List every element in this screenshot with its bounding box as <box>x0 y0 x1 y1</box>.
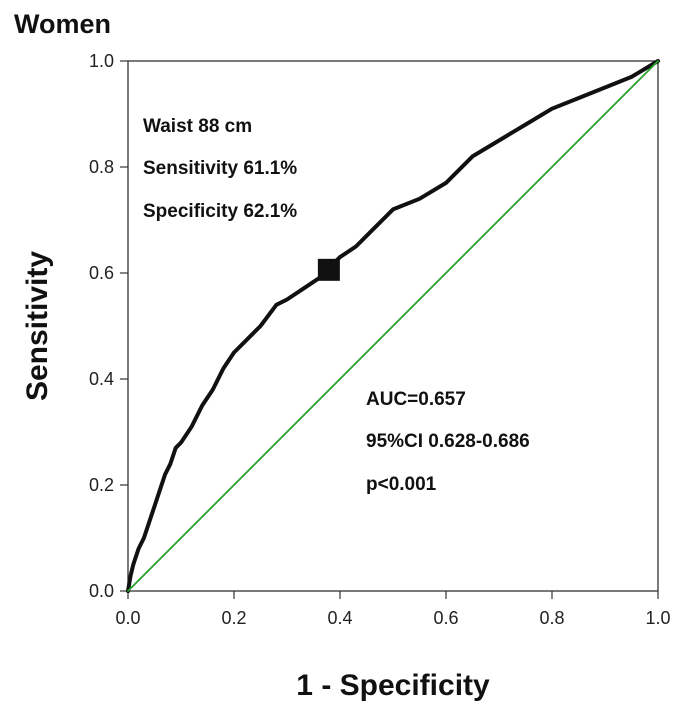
x-axis-title: 1 - Specificity <box>296 669 490 702</box>
y-axis-title: Sensitivity <box>21 251 54 401</box>
plot-frame <box>127 60 659 592</box>
y-axis: 0.0 0.2 0.4 0.6 0.8 1.0 <box>89 51 128 601</box>
p-value-label: p<0.001 <box>366 474 437 495</box>
specificity-label: Specificity 62.1% <box>143 201 297 222</box>
x-tick-label: 0.2 <box>221 608 246 628</box>
x-tick-label: 0.8 <box>539 608 564 628</box>
x-tick-label: 0.4 <box>327 608 352 628</box>
y-tick-label: 0.0 <box>89 581 114 601</box>
series-group <box>126 59 660 593</box>
x-axis: 0.0 0.2 0.4 0.6 0.8 1.0 <box>115 591 671 628</box>
chart-title: Women <box>14 9 111 39</box>
y-tick-label: 0.8 <box>89 157 114 177</box>
y-tick-label: 0.6 <box>89 263 114 283</box>
cutoff-annotation: Waist 88 cm Sensitivity 61.1% Specificit… <box>143 116 297 222</box>
cutoff-marker <box>317 258 340 281</box>
x-tick-label: 0.0 <box>115 608 140 628</box>
sensitivity-label: Sensitivity 61.1% <box>143 158 297 179</box>
ci-label: 95%CI 0.628-0.686 <box>366 431 530 452</box>
reference-line <box>127 60 659 592</box>
auc-label: AUC=0.657 <box>366 389 466 410</box>
stats-annotation: AUC=0.657 95%CI 0.628-0.686 p<0.001 <box>366 389 530 495</box>
cutoff-label: Waist 88 cm <box>143 116 252 137</box>
x-tick-label: 1.0 <box>645 608 670 628</box>
y-tick-label: 0.2 <box>89 475 114 495</box>
plot-area: 0.0 0.2 0.4 0.6 0.8 1.0 0.0 0.2 0.4 0.6 0.8 1.0 <box>89 51 671 628</box>
y-tick-label: 0.4 <box>89 369 114 389</box>
roc-curve <box>126 59 660 593</box>
y-tick-label: 1.0 <box>89 51 114 71</box>
x-tick-label: 0.6 <box>433 608 458 628</box>
